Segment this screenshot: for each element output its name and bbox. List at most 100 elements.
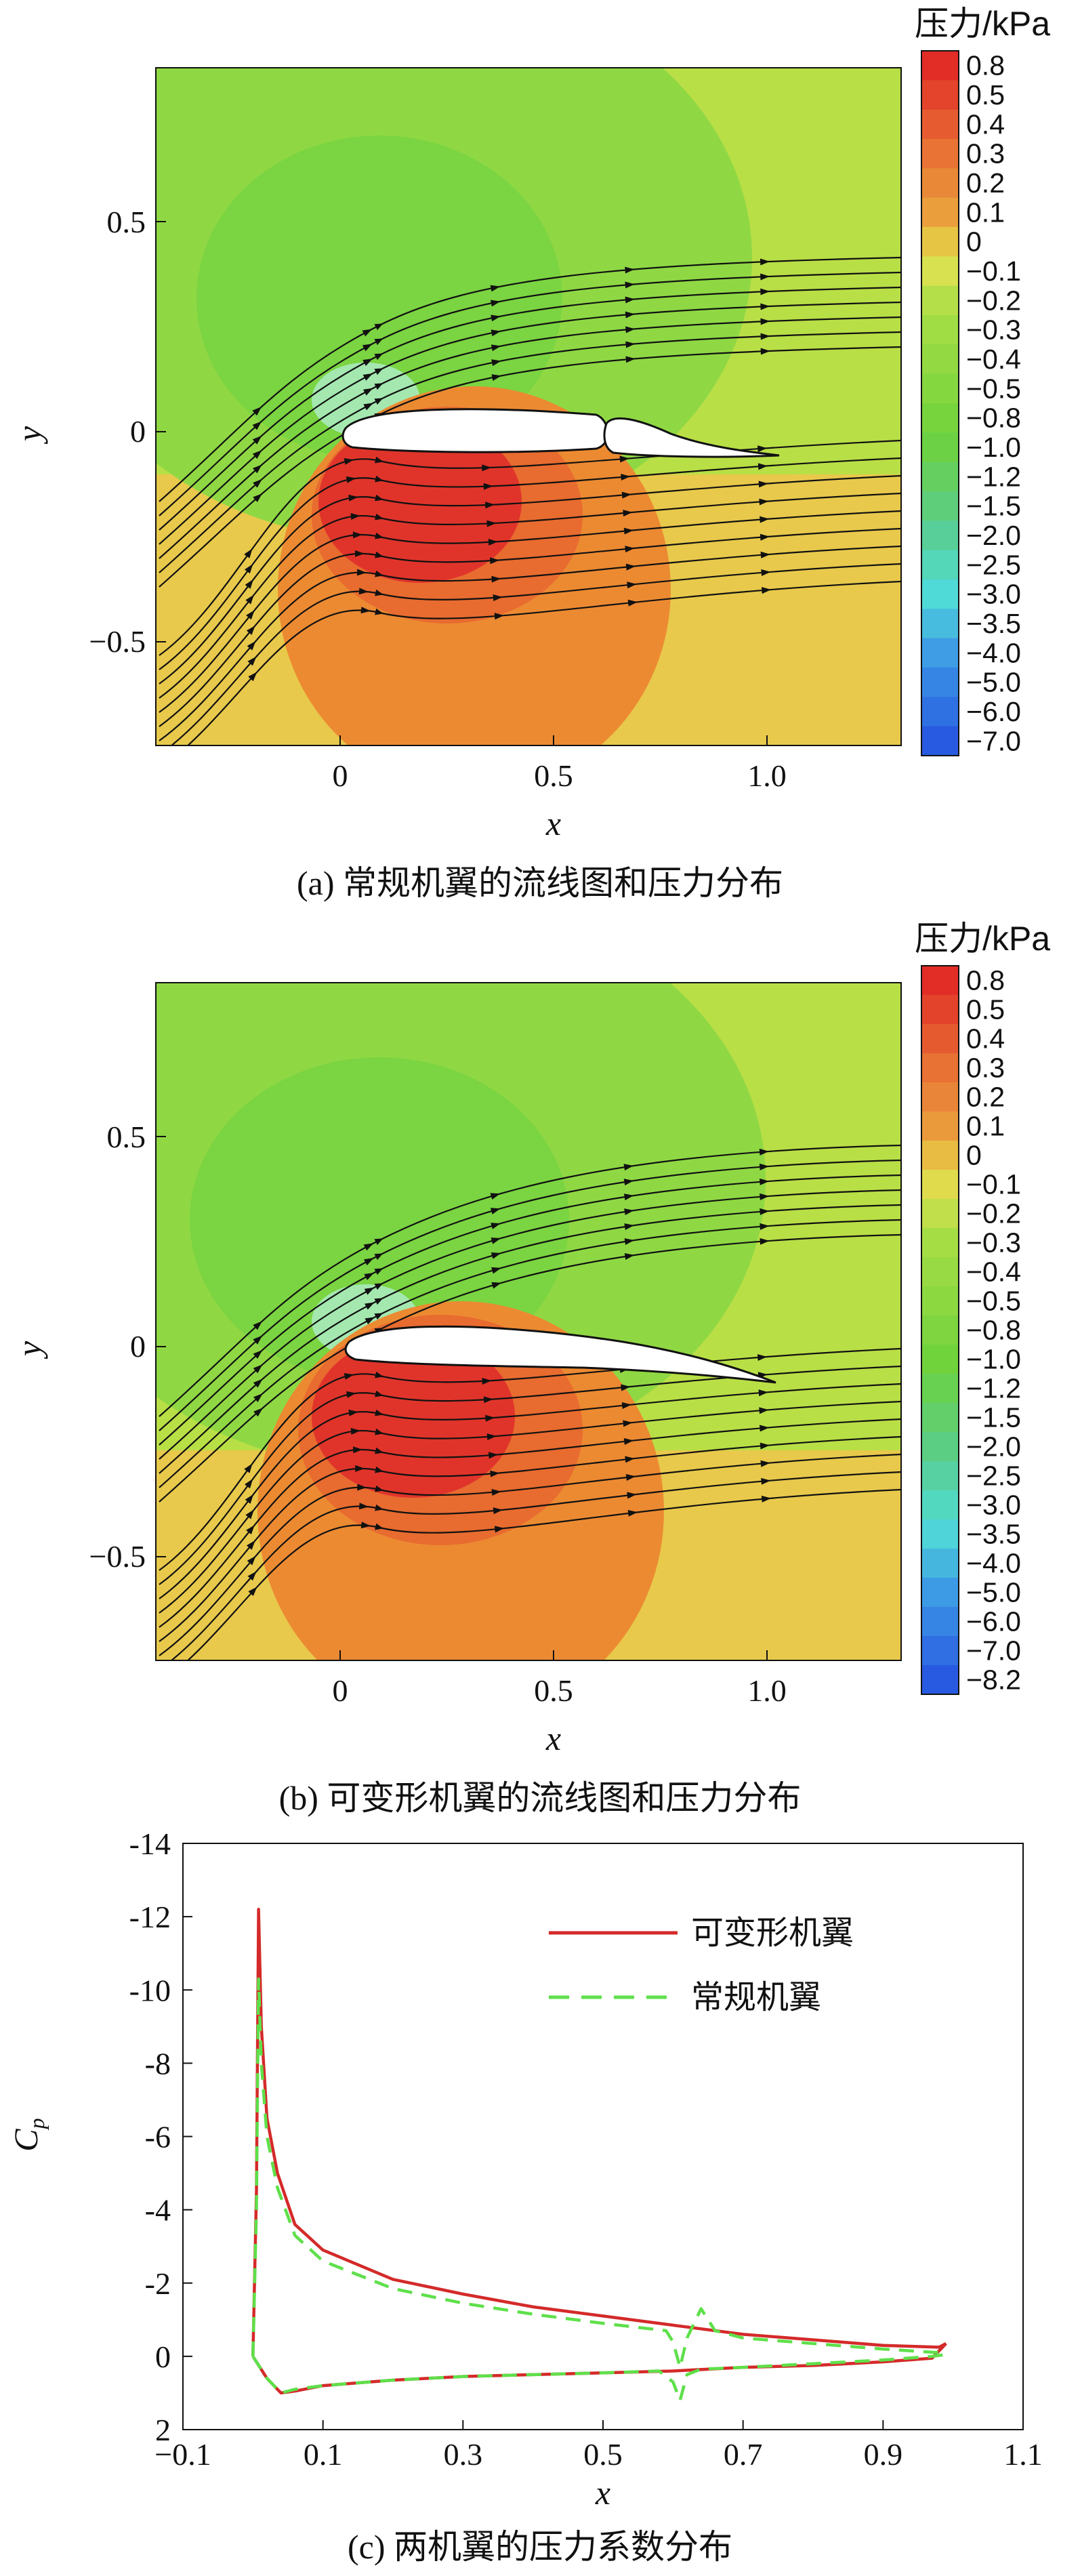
y-tick-label: 2 — [155, 2413, 171, 2447]
colorbar-a-swatch — [921, 51, 959, 81]
y-tick-label: -4 — [145, 2193, 171, 2228]
streamline-arrow — [352, 531, 362, 539]
streamline-arrow — [760, 1460, 770, 1467]
streamline-arrow — [350, 1427, 361, 1435]
colorbar-b-swatch — [921, 1315, 959, 1345]
panel-a-contour-plot: 0.5 0 −0.5 0 0.5 1.0 x y 压力/kPa 0.80.50.… — [10, 5, 1050, 902]
colorbar-b-level-label: −0.2 — [966, 1198, 1021, 1229]
colorbar-a-level-label: 0.5 — [966, 79, 1005, 110]
streamline-arrow — [490, 1193, 501, 1200]
streamline-arrow — [623, 527, 634, 535]
streamline-arrow — [362, 344, 373, 352]
colorbar-a: 压力/kPa 0.80.50.40.30.20.10−0.1−0.2−0.3−0… — [915, 5, 1050, 756]
y-tick-label: -14 — [129, 1826, 171, 1861]
colorbar-b-swatch — [921, 1374, 959, 1404]
streamline — [159, 492, 901, 699]
colorbar-a-swatch — [921, 579, 959, 609]
streamline-arrow — [624, 1238, 635, 1245]
airfoil-main-b — [344, 1325, 776, 1384]
streamline-arrow — [483, 483, 493, 490]
colorbar-a-level-label: −1.2 — [966, 461, 1021, 492]
caption-c: (c) 两机翼的压力系数分布 — [348, 2528, 732, 2566]
streamline-arrow — [353, 1446, 363, 1454]
x-tick-label: 1.1 — [1003, 2437, 1043, 2472]
streamline-arrow — [490, 285, 501, 292]
streamline-arrow — [621, 474, 631, 481]
streamline-arrow — [483, 1396, 494, 1404]
streamline-arrow — [362, 329, 373, 337]
streamline-arrow — [490, 300, 501, 307]
colorbar-a-level-label: 0.4 — [966, 108, 1005, 140]
streamline-arrow — [757, 445, 768, 453]
colorbar-b-level-label: −2.0 — [966, 1431, 1021, 1463]
streamline-arrow — [625, 356, 636, 363]
streamline-arrow — [244, 548, 253, 558]
colorbar-a-swatch — [921, 609, 959, 639]
colorbar-a-level-label: −0.8 — [966, 403, 1021, 434]
colorbar-a-level-label: −4.0 — [966, 637, 1021, 668]
colorbar-a-level-label: 0.2 — [966, 167, 1005, 199]
streamline-arrow — [759, 1163, 770, 1170]
streamline-arrow — [757, 463, 768, 470]
streamline-arrow — [491, 1223, 501, 1229]
streamline-arrow — [491, 575, 501, 583]
streamline-arrow — [760, 303, 770, 310]
streamline-arrow — [252, 435, 262, 445]
colorbar-b-level-label: −0.4 — [966, 1256, 1021, 1288]
colorbar-b-swatch — [921, 1490, 959, 1520]
colorbar-b-level-label: −1.5 — [966, 1402, 1021, 1433]
colorbar-b-level-label: −1.0 — [966, 1344, 1021, 1375]
x-tick-label: 0.7 — [724, 2437, 763, 2472]
streamline-arrow — [760, 1193, 770, 1200]
streamline-arrow — [623, 1438, 634, 1445]
streamline-arrow — [245, 1509, 254, 1519]
colorbar-a-level-label: 0 — [966, 226, 982, 258]
streamline — [159, 286, 901, 531]
streamline — [159, 1365, 901, 1585]
streamline — [159, 545, 901, 741]
streamline-arrow — [623, 510, 633, 517]
ylabel-c-sub: p — [24, 2118, 49, 2130]
colorbar-b-level-label: −3.5 — [966, 1519, 1021, 1550]
y-tick-label: -6 — [145, 2120, 171, 2154]
streamline-arrow — [365, 1302, 375, 1310]
streamline-arrow — [252, 407, 262, 416]
colorbar-b-swatch — [921, 1141, 959, 1170]
streamline-arrow — [493, 1507, 503, 1515]
colorbar-a-swatch — [921, 285, 959, 316]
streamline-arrow — [493, 594, 503, 601]
colorbar-a-level-label: 0.3 — [966, 138, 1005, 169]
streamline-arrow — [621, 491, 632, 499]
streamline-arrow — [627, 581, 637, 589]
colorbar-b-level-label: 0 — [966, 1140, 982, 1171]
streamline-arrow — [246, 1540, 255, 1550]
streamline-arrow — [248, 672, 257, 682]
streamline-arrow — [252, 464, 262, 474]
streamline-arrow — [625, 311, 636, 319]
streamline-arrow — [619, 455, 629, 463]
colorbar-b-level-label: −5.0 — [966, 1577, 1021, 1608]
streamline — [159, 1383, 901, 1599]
panel-c-line-chart: −0.1 0.1 0.3 0.5 0.7 0.9 1.1 -14 -12 -10 -8 -6 -4 -2 0… — [7, 1826, 1043, 2566]
streamline-arrow — [491, 1252, 501, 1259]
colorbar-b-swatch — [921, 1257, 959, 1287]
streamline — [159, 346, 901, 588]
colorbar-a-level-label: −0.2 — [966, 285, 1021, 316]
colorbar-title-b: 压力/kPa — [915, 920, 1050, 958]
streamline-arrow — [484, 502, 495, 509]
streamline — [159, 1219, 901, 1488]
colorbar-a-swatch — [921, 227, 959, 257]
streamlines-b — [159, 1144, 901, 1660]
streamline-arrow — [760, 273, 770, 281]
xtick-a-10: 1.0 — [747, 758, 787, 793]
xtick-b-0: 0 — [333, 1673, 348, 1708]
streamline-arrow — [760, 533, 770, 541]
streamline-arrow — [760, 258, 770, 266]
streamline-arrow — [624, 1253, 635, 1260]
colorbar-a-swatch — [921, 462, 959, 492]
streamline-arrow — [757, 1354, 768, 1362]
streamline-arrow — [253, 1364, 263, 1374]
streamline-arrow — [494, 1526, 505, 1533]
streamline-arrow — [491, 1282, 502, 1289]
